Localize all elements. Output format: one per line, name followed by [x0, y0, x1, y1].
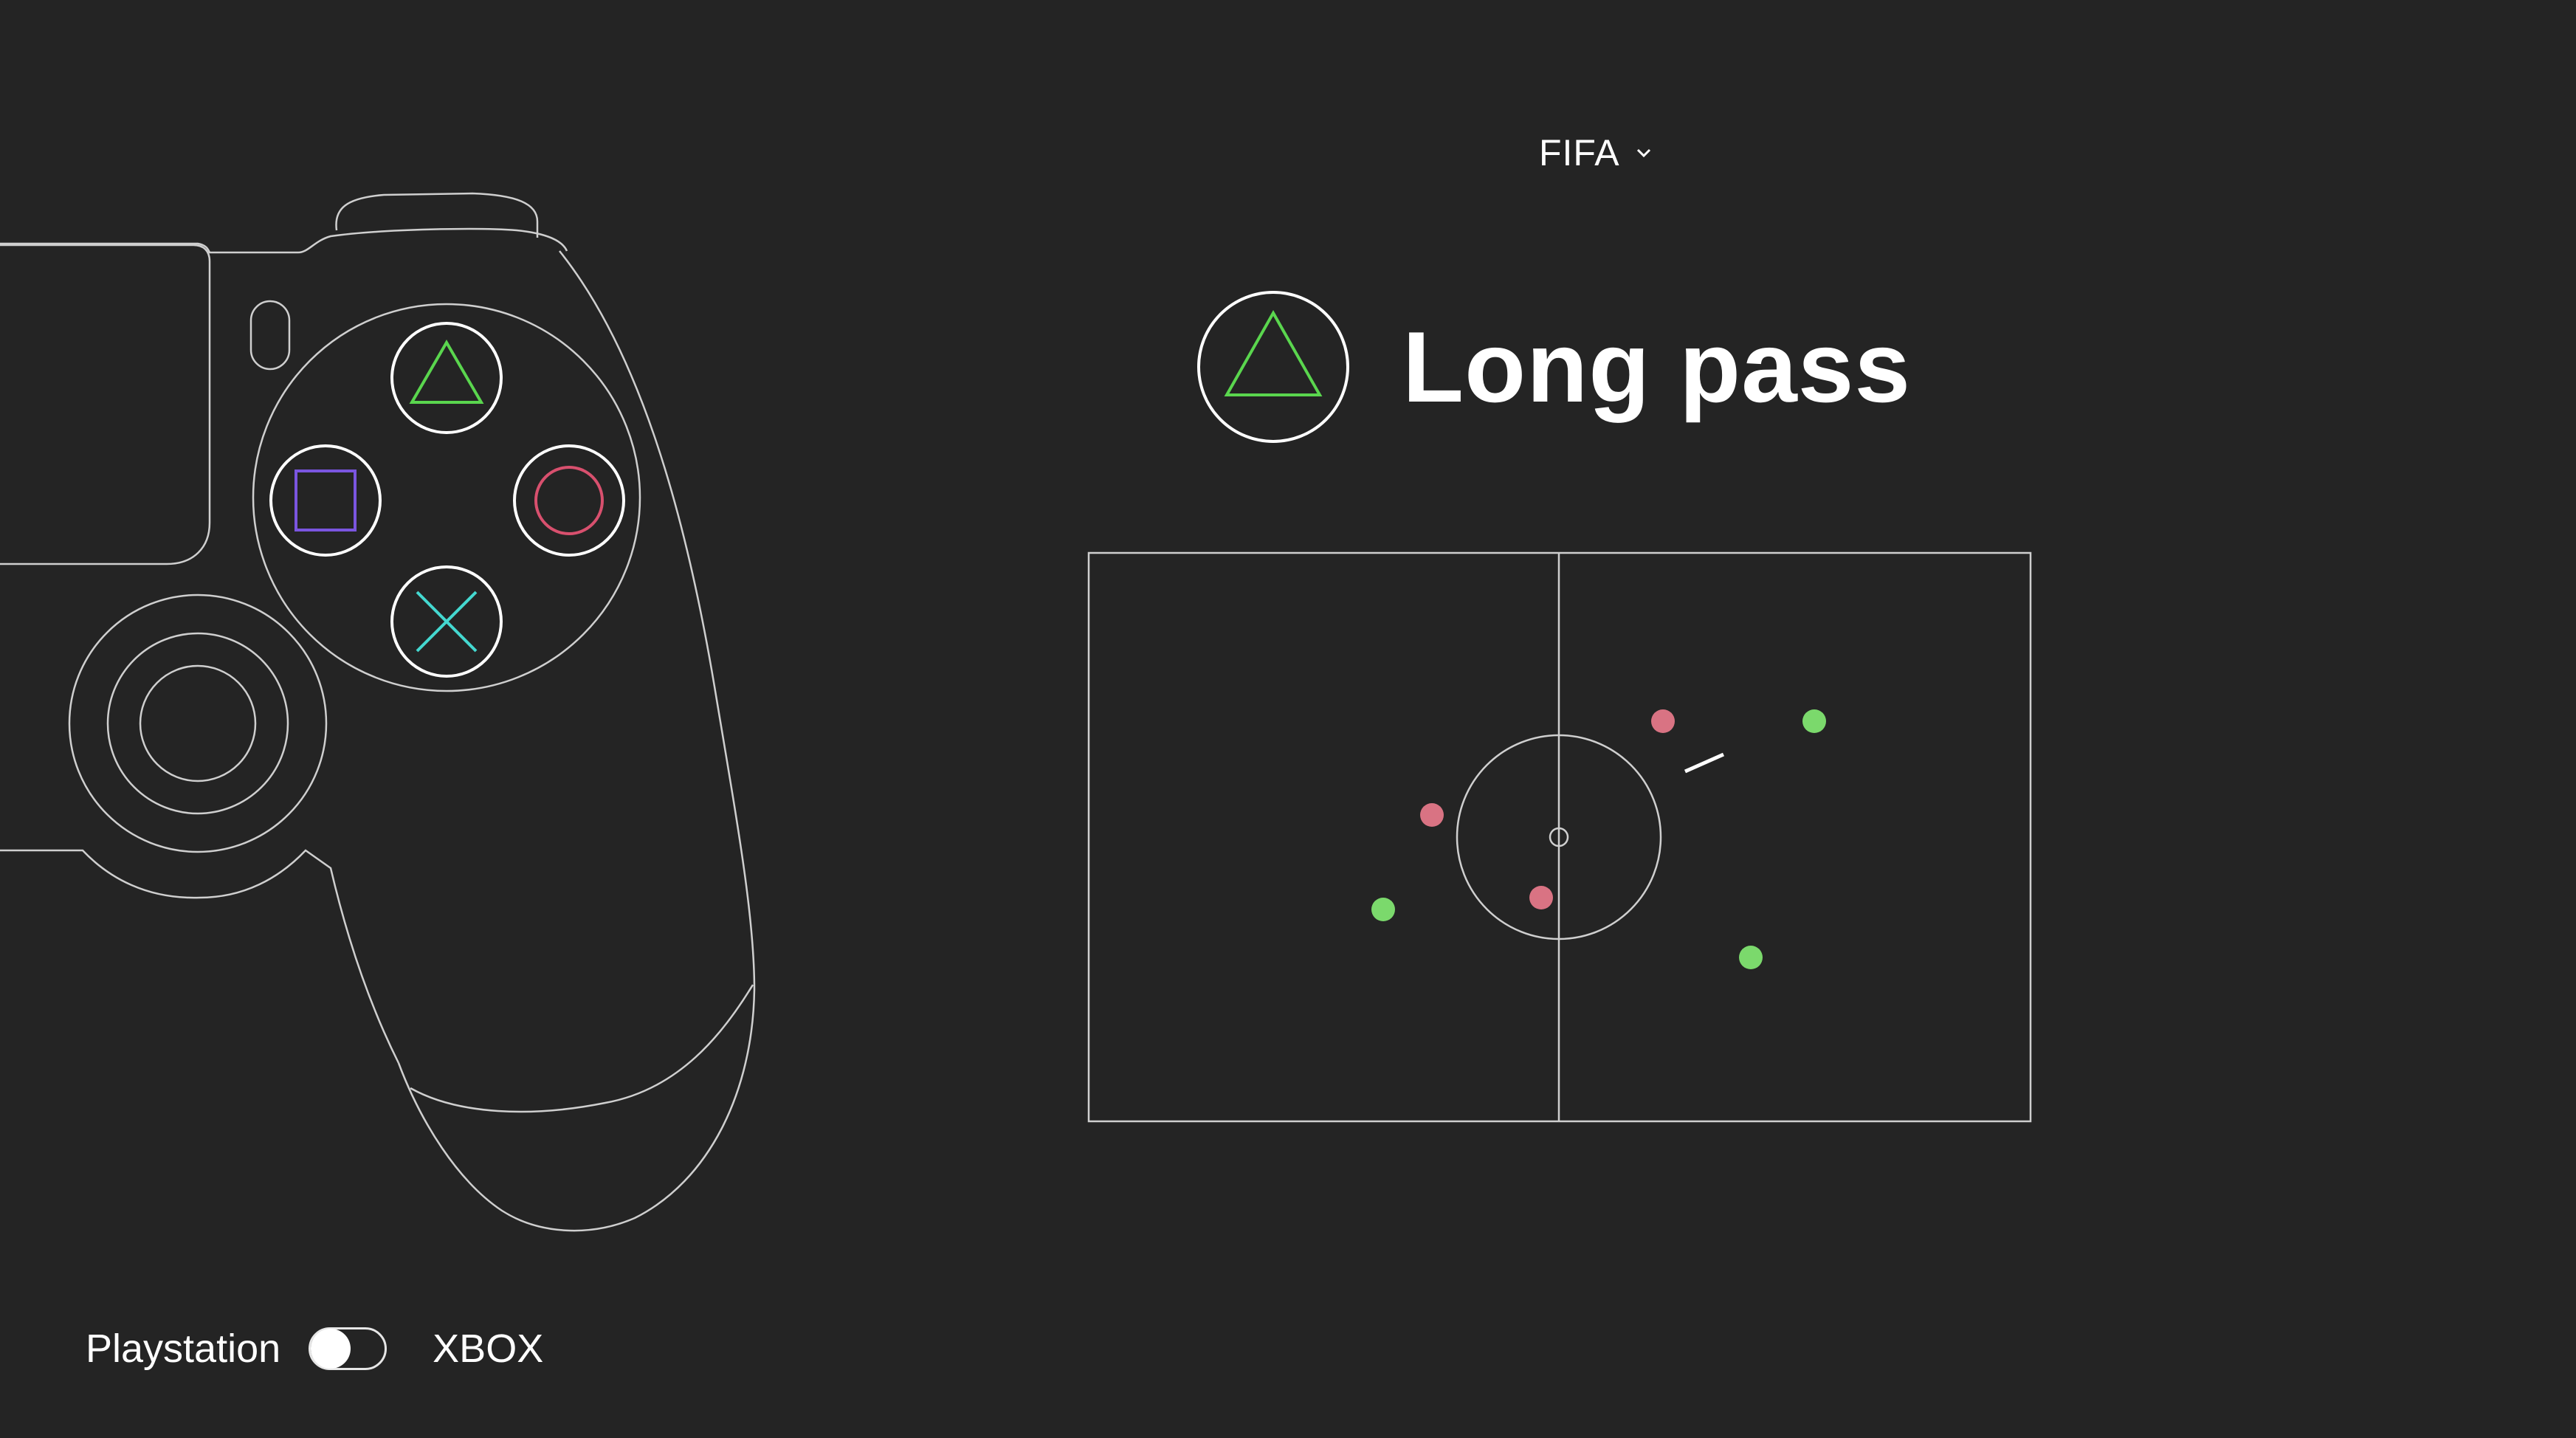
grip-bottom-contour [410, 984, 754, 1113]
controller-illustration [0, 192, 756, 1232]
controller-right-body [397, 250, 756, 1232]
left-stick-outer [68, 594, 328, 853]
cross-button [390, 565, 503, 678]
triangle-symbol-icon [409, 340, 484, 404]
shoulder-bumper-outline [335, 192, 539, 238]
action-header: Long pass [1196, 289, 1911, 444]
circle-button [513, 444, 625, 557]
touchpad-outline [0, 244, 211, 565]
left-stick-inner [139, 664, 257, 782]
left-stick-middle [106, 632, 289, 815]
game-selector-dropdown[interactable]: FIFA [1539, 127, 1654, 179]
square-button [269, 444, 382, 557]
options-button-outline [249, 300, 291, 371]
action-title: Long pass [1402, 311, 1912, 423]
square-symbol-icon [295, 469, 357, 531]
circle-symbol-icon [534, 466, 604, 535]
triangle-icon [1197, 291, 1349, 443]
center-circle [1456, 734, 1662, 940]
green-team-players [1371, 709, 1826, 969]
pitch-diagram [1087, 551, 2032, 1123]
game-selector-label: FIFA [1539, 132, 1620, 173]
grip-inner-contour [0, 849, 400, 1064]
button-pad-ring [252, 303, 641, 692]
platform-toggle-switch[interactable] [309, 1327, 388, 1370]
red-player [1529, 886, 1553, 909]
triangle-button [390, 322, 503, 434]
xbox-label[interactable]: XBOX [433, 1327, 544, 1371]
red-player [1420, 803, 1444, 827]
platform-toggle-group: Playstation XBOX [86, 1321, 543, 1376]
cross-symbol-icon [416, 591, 478, 653]
pass-direction-indicator [1684, 752, 1725, 774]
green-player [1371, 898, 1395, 921]
controller-top-edge [0, 227, 568, 254]
red-player [1651, 709, 1675, 733]
green-player [1739, 946, 1763, 969]
toggle-knob [311, 1329, 351, 1369]
chevron-down-icon [1636, 148, 1650, 158]
green-player [1802, 709, 1826, 733]
center-spot [1549, 827, 1569, 847]
red-team-players [1420, 709, 1675, 909]
playstation-label[interactable]: Playstation [86, 1327, 281, 1371]
